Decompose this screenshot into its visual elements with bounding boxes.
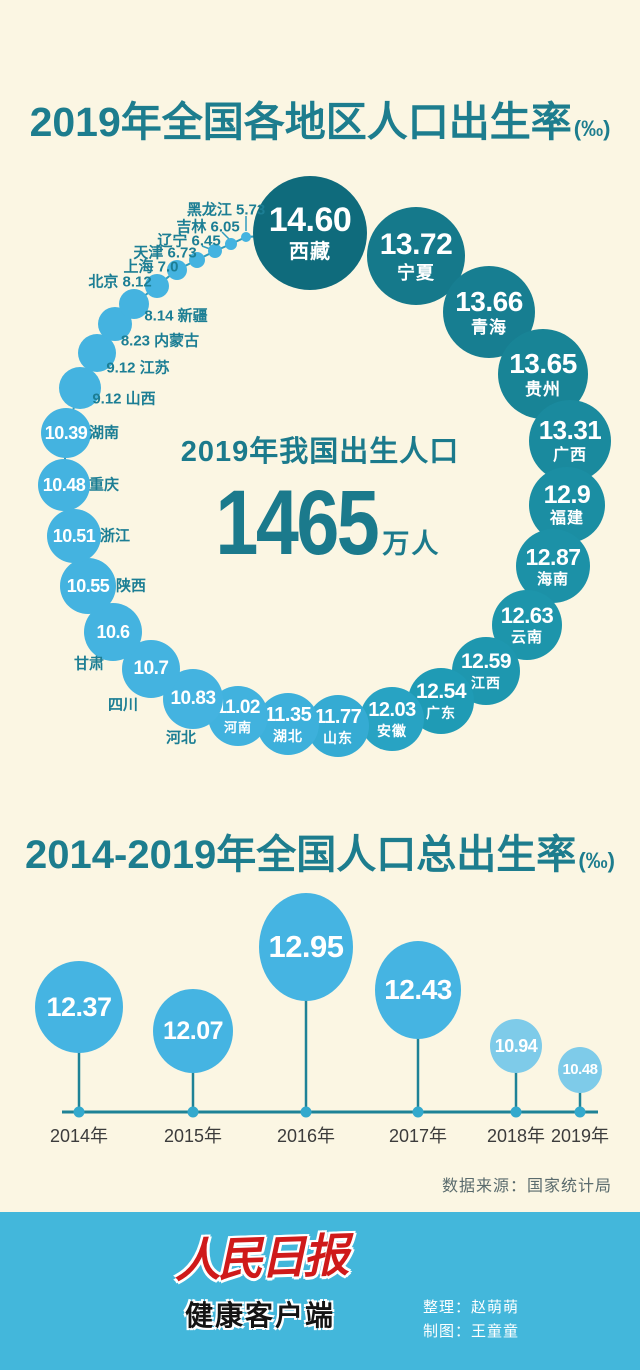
leader-line [221,231,230,240]
footer: 人民日报 健康客户端 整理：赵萌萌 制图：王童童 [0,1212,640,1370]
leader-line [201,245,211,250]
brand-logo: 人民日报 健康客户端 [130,1222,390,1334]
chart2-title-text: 2014-2019年全国人口总出生率 [25,833,577,877]
credit-design: 制图：王童童 [423,1323,520,1340]
center-number: 1465 [215,472,379,574]
center-number-unit: 万人 [382,528,441,559]
timeline-dot [300,1106,312,1118]
timeline-dot [574,1106,586,1118]
center-number-row: 1465 万人 [0,472,640,574]
brand-title: 人民日报 [173,1230,347,1287]
chart1-title-text: 2019年全国各地区人口出生率 [29,99,572,145]
center-caption: 2019年我国出生人口 [180,436,460,468]
source-note: 数据来源：国家统计局 [441,1178,612,1195]
timeline-dot [412,1106,424,1118]
center-annotation: 2019年我国出生人口 1465 万人 [0,428,640,574]
chart2-title-unit: (‰) [578,848,615,873]
chart2-title: 2014-2019年全国人口总出生率(‰) [0,822,640,880]
credits: 整理：赵萌萌 制图：王童童 [423,1296,519,1344]
credit-compile: 整理：赵萌萌 [423,1299,520,1316]
timeline-dot [187,1106,199,1118]
brand-subtitle: 健康客户端 [184,1300,335,1331]
timeline-dot [73,1106,85,1118]
chart1-title: 2019年全国各地区人口出生率(‰) [0,88,640,148]
timeline-dot [510,1106,522,1118]
chart1-title-unit: (‰) [573,116,611,141]
